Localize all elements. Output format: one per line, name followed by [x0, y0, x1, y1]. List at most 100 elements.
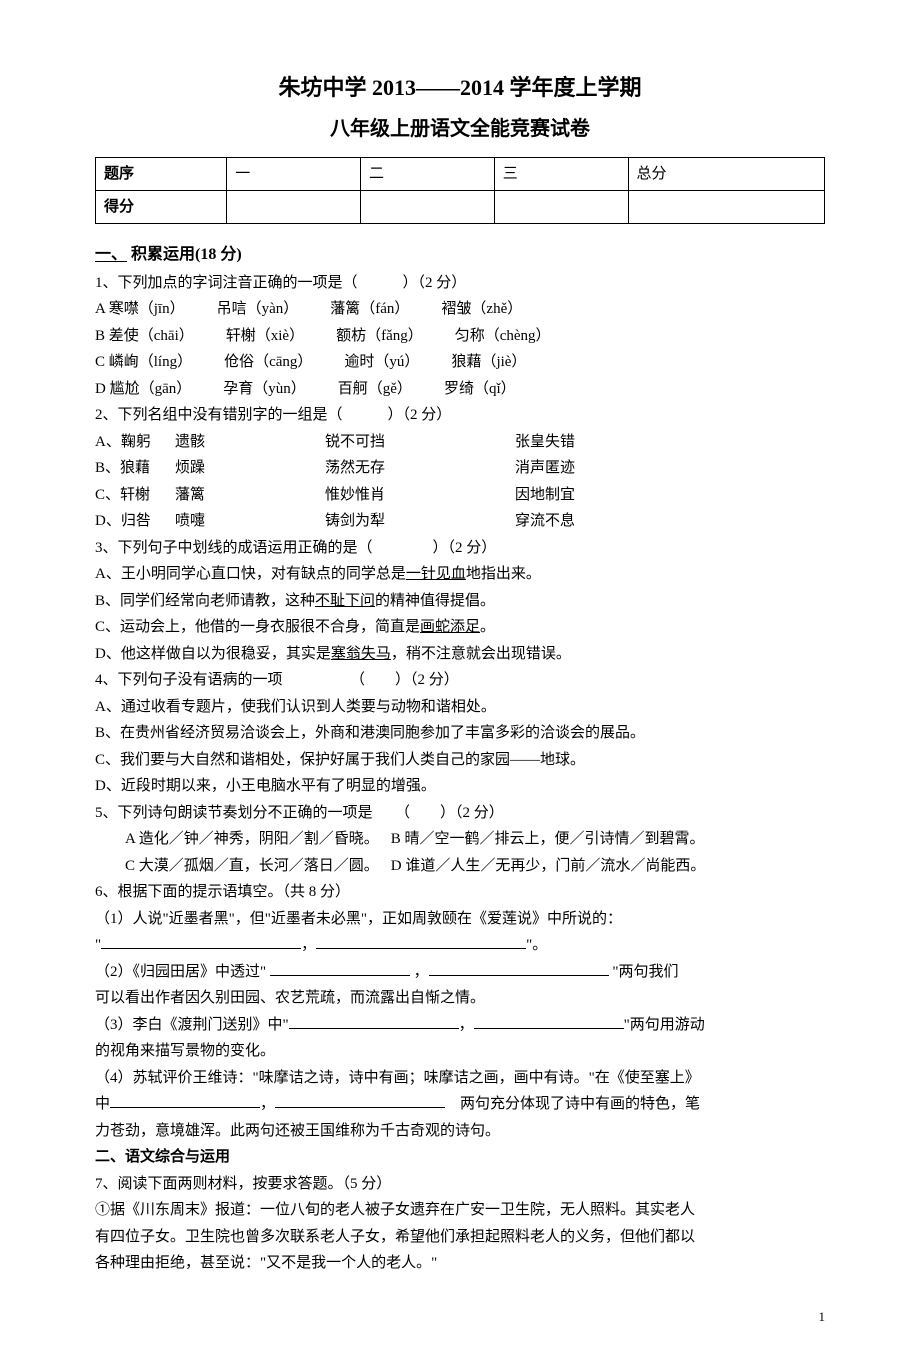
q3-stem: 3、下列句子中划线的成语运用正确的是（ ）（2 分） — [95, 536, 825, 562]
page-number: 1 — [95, 1307, 825, 1328]
col-item: D、归咎 — [95, 509, 175, 535]
blank — [429, 975, 609, 976]
quote-close: "。 — [526, 937, 547, 953]
q1-stem: 1、下列加点的字词注音正确的一项是（ ）（2 分） — [95, 271, 825, 297]
q7-line2: 有四位子女。卫生院也曾多次联系老人子女，希望他们承担起照料老人的义务，但他们都以 — [95, 1225, 825, 1251]
q6-p3-line1: （3）李白《渡荆门送别》中"，"两句用游动 — [95, 1013, 825, 1039]
q4-opt-d: D、近段时期以来，小王电脑水平有了明显的增强。 — [95, 774, 825, 800]
opt-prefix: B、同学们经常向老师请教，这种 — [95, 593, 315, 609]
q4-opt-c: C、我们要与大自然和谐相处，保护好属于我们人类自己的家园——地球。 — [95, 748, 825, 774]
section-number: 一、 — [95, 246, 127, 263]
opt-prefix: A、王小明同学心直口快，对有缺点的同学总是 — [95, 566, 406, 582]
q1-row-a: A 寒噤（jīn） 吊唁（yàn） 藩篱（fán） 褶皱（zhě） — [95, 297, 825, 323]
col-item: B、狼藉 — [95, 456, 175, 482]
table-cell: 三 — [494, 158, 628, 191]
col-item: 消声匿迹 — [515, 456, 825, 482]
table-cell — [360, 191, 494, 224]
q5-opt-b: B 晴／空一鹤／排云上，便／引诗情／到碧霄。 — [391, 827, 705, 853]
pinyin-item: 藩篱（fán） — [330, 297, 409, 323]
table-cell: 二 — [360, 158, 494, 191]
idiom: 画蛇添足 — [420, 619, 480, 635]
p3-suffix: "两句用游动 — [624, 1017, 705, 1033]
section-heading-2: 二、语文综合与运用 — [95, 1145, 825, 1171]
pinyin-item: A 寒噤（jīn） — [95, 297, 185, 323]
q6-p2-line1: （2）《归园田居》中透过" ， "两句我们 — [95, 960, 825, 986]
table-cell: 题序 — [96, 158, 227, 191]
q3-opt-a: A、王小明同学心直口快，对有缺点的同学总是一针见血地指出来。 — [95, 562, 825, 588]
pinyin-item: 匀称（chèng） — [455, 324, 551, 350]
table-cell: 一 — [227, 158, 361, 191]
q2-row-b: B、狼藉 烦躁 荡然无存 消声匿迹 — [95, 456, 825, 482]
q4-opt-a: A、通过收看专题片，使我们认识到人类要与动物和谐相处。 — [95, 695, 825, 721]
section-heading-1: 一、 积累运用(18 分) — [95, 242, 825, 268]
pinyin-item: 伧俗（cāng） — [224, 350, 312, 376]
pinyin-item: 额枋（fǎng） — [336, 324, 423, 350]
idiom: 塞翁失马 — [331, 646, 391, 662]
q6-p3-line2: 的视角来描写景物的变化。 — [95, 1039, 825, 1065]
blank — [270, 975, 410, 976]
col-item: 锐不可挡 — [325, 430, 515, 456]
opt-prefix: C、运动会上，他借的一身衣服很不合身，简直是 — [95, 619, 420, 635]
col-item: 荡然无存 — [325, 456, 515, 482]
quote-open: " — [95, 937, 101, 953]
q2-row-c: C、轩榭 藩篱 惟妙惟肖 因地制宜 — [95, 483, 825, 509]
col-item: 遗骸 — [175, 430, 325, 456]
col-item: 惟妙惟肖 — [325, 483, 515, 509]
table-cell: 得分 — [96, 191, 227, 224]
table-cell: 总分 — [628, 158, 824, 191]
q6-p2-line2: 可以看出作者因久别田园、农艺荒疏，而流露出自惭之情。 — [95, 986, 825, 1012]
blank — [101, 948, 301, 949]
p3-prefix: （3）李白《渡荆门送别》中" — [95, 1017, 289, 1033]
p2-suffix: "两句我们 — [612, 964, 678, 980]
pinyin-item: 轩榭（xiè） — [226, 324, 304, 350]
idiom: 不耻下问 — [315, 593, 375, 609]
q2-row-a: A、鞠躬 遗骸 锐不可挡 张皇失错 — [95, 430, 825, 456]
q1-row-b: B 差使（chāi） 轩榭（xiè） 额枋（fǎng） 匀称（chèng） — [95, 324, 825, 350]
q6-p4-line1: （4）苏轼评价王维诗："味摩诘之诗，诗中有画；味摩诘之画，画中有诗。"在《使至塞… — [95, 1066, 825, 1092]
col-item: 藩篱 — [175, 483, 325, 509]
col-item: 因地制宜 — [515, 483, 825, 509]
score-table: 题序 一 二 三 总分 得分 — [95, 157, 825, 224]
pinyin-item: 孕育（yùn） — [223, 377, 306, 403]
q6-p4-line3: 力苍劲，意境雄浑。此两句还被王国维称为千古奇观的诗句。 — [95, 1119, 825, 1145]
col-item: 张皇失错 — [515, 430, 825, 456]
col-item: A、鞠躬 — [95, 430, 175, 456]
table-cell — [628, 191, 824, 224]
pinyin-item: B 差使（chāi） — [95, 324, 194, 350]
pinyin-item: C 嶙峋（líng） — [95, 350, 192, 376]
blank — [474, 1028, 624, 1029]
table-cell — [494, 191, 628, 224]
blank — [316, 948, 526, 949]
col-item: C、轩榭 — [95, 483, 175, 509]
pinyin-item: 狼藉（jiè） — [451, 350, 526, 376]
pinyin-item: 百舸（gě） — [338, 377, 412, 403]
q5-opt-c: C 大漠／孤烟／直，长河／落日／圆。 — [125, 854, 379, 880]
p4-suffix: 两句充分体现了诗中有画的特色，笔 — [445, 1096, 700, 1112]
q5-opt-d: D 谁道／人生／无再少，门前／流水／尚能西。 — [391, 854, 706, 880]
q4-opt-b: B、在贵州省经济贸易洽谈会上，外商和港澳同胞参加了丰富多彩的洽谈会的展品。 — [95, 721, 825, 747]
pinyin-item: D 尴尬（gān） — [95, 377, 191, 403]
opt-suffix: ，稍不注意就会出现错误。 — [391, 646, 571, 662]
q2-stem: 2、下列名组中没有错别字的一组是（ ）（2 分） — [95, 403, 825, 429]
q5-opt-a: A 造化／钟／神秀，阴阳／割／昏晓。 — [125, 827, 379, 853]
q5-stem: 5、下列诗句朗读节奏划分不正确的一项是 （ ）（2 分） — [95, 801, 825, 827]
col-item: 烦躁 — [175, 456, 325, 482]
blank — [110, 1107, 260, 1108]
section-title: 积累运用(18 分) — [131, 246, 242, 263]
table-row: 题序 一 二 三 总分 — [96, 158, 825, 191]
q7-line1: ①据《川东周末》报道：一位八旬的老人被子女遗弃在广安一卫生院，无人照料。其实老人 — [95, 1198, 825, 1224]
pinyin-item: 逾时（yú） — [344, 350, 419, 376]
title-sub: 八年级上册语文全能竞赛试卷 — [95, 113, 825, 145]
opt-suffix: 的精神值得提倡。 — [375, 593, 495, 609]
q4-stem: 4、下列句子没有语病的一项 （ ）（2 分） — [95, 668, 825, 694]
q7-stem: 7、阅读下面两则材料，按要求答题。（5 分） — [95, 1172, 825, 1198]
col-item: 铸剑为犁 — [325, 509, 515, 535]
idiom: 一针见血 — [406, 566, 466, 582]
table-cell — [227, 191, 361, 224]
table-row: 得分 — [96, 191, 825, 224]
opt-suffix: 。 — [480, 619, 495, 635]
q1-row-c: C 嶙峋（líng） 伧俗（cāng） 逾时（yú） 狼藉（jiè） — [95, 350, 825, 376]
q3-opt-d: D、他这样做自以为很稳妥，其实是塞翁失马，稍不注意就会出现错误。 — [95, 642, 825, 668]
title-main: 朱坊中学 2013——2014 学年度上学期 — [95, 70, 825, 105]
opt-prefix: D、他这样做自以为很稳妥，其实是 — [95, 646, 331, 662]
